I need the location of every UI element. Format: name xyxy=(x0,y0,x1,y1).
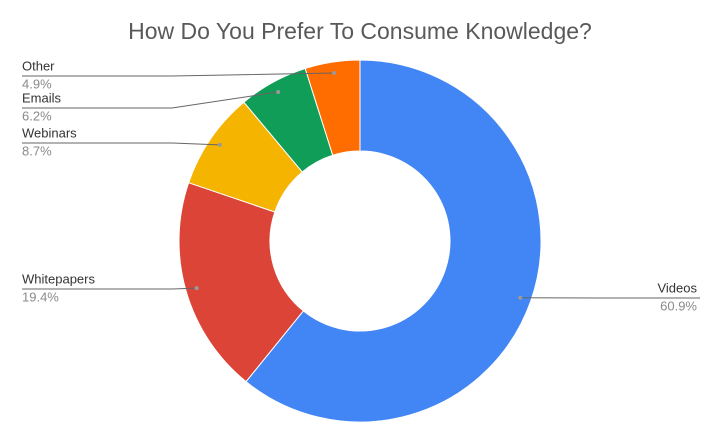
leader-dot xyxy=(518,295,523,300)
value-label: 6.2% xyxy=(22,108,52,123)
leader-dot xyxy=(331,71,336,76)
leader-line xyxy=(22,287,197,290)
slice-label: Videos xyxy=(657,280,697,295)
leader-line xyxy=(22,142,220,146)
leader-line xyxy=(22,91,279,109)
slice xyxy=(304,59,361,156)
slice-label: Emails xyxy=(22,90,62,105)
value-label: 8.7% xyxy=(22,143,52,158)
value-label: 60.9% xyxy=(660,298,697,313)
slice xyxy=(178,182,305,383)
value-label: 19.4% xyxy=(22,289,59,304)
slice-label: Whitepapers xyxy=(22,271,95,286)
slice xyxy=(245,59,542,423)
slice-label: Other xyxy=(22,58,55,73)
leader-line xyxy=(22,72,334,77)
leader-dot xyxy=(217,142,222,147)
leader-dot xyxy=(276,89,281,94)
slice-label: Webinars xyxy=(22,125,77,140)
leader-dot xyxy=(194,286,199,291)
value-label: 4.9% xyxy=(22,76,52,91)
chart-title: How Do You Prefer To Consume Knowledge? xyxy=(128,18,592,44)
